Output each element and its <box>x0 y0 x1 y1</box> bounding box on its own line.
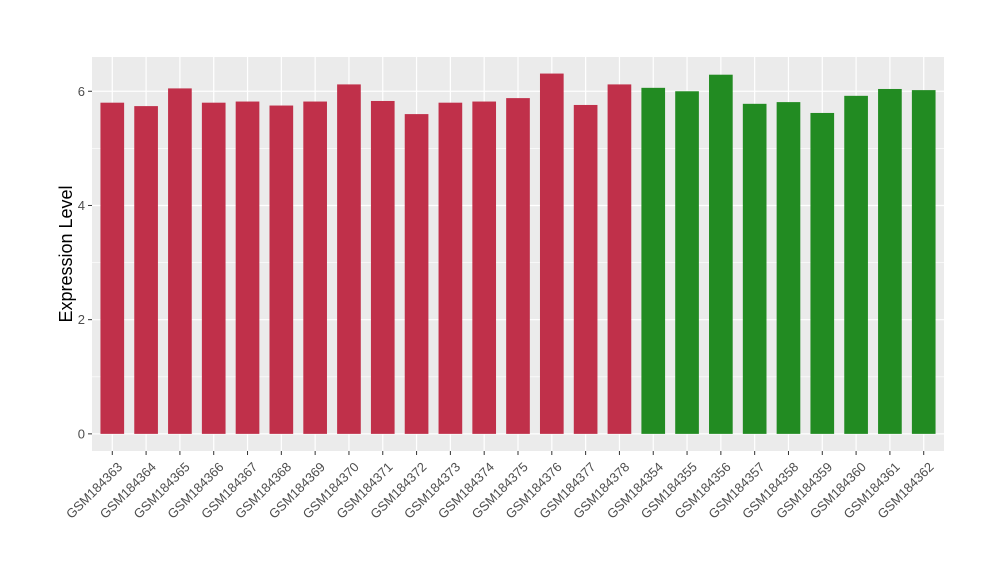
bar-GSM184354 <box>641 87 666 434</box>
bar-GSM184373 <box>438 102 463 434</box>
bar-GSM184360 <box>844 95 868 434</box>
y-tick-label: 6 <box>78 84 85 99</box>
bar-GSM184363 <box>100 102 125 434</box>
bar-GSM184362 <box>911 90 936 434</box>
bar-GSM184369 <box>303 101 327 434</box>
y-axis-title: Expression Level <box>56 185 76 322</box>
bar-GSM184364 <box>134 106 158 434</box>
bar-GSM184356 <box>709 74 733 434</box>
bar-GSM184368 <box>269 105 294 434</box>
y-tick-label: 0 <box>78 426 85 441</box>
bar-GSM184366 <box>201 102 226 434</box>
bar-GSM184370 <box>337 84 361 434</box>
bar-GSM184357 <box>742 103 767 434</box>
x-axis: GSM184363GSM184364GSM184365GSM184366GSM1… <box>63 451 937 522</box>
bar-GSM184359 <box>810 112 835 434</box>
bar-GSM184361 <box>878 88 902 434</box>
bar-GSM184378 <box>607 84 632 434</box>
y-tick-label: 4 <box>78 198 85 213</box>
bar-GSM184365 <box>168 88 192 434</box>
bar-GSM184374 <box>472 101 497 434</box>
bar-GSM184355 <box>675 91 699 434</box>
bar-GSM184372 <box>404 114 429 434</box>
bars <box>100 73 936 434</box>
bar-GSM184371 <box>370 100 395 434</box>
y-tick-label: 2 <box>78 312 85 327</box>
bar-GSM184367 <box>235 101 260 434</box>
bar-GSM184377 <box>573 104 598 434</box>
bar-GSM184376 <box>539 73 564 434</box>
y-axis: 0 2 4 6 <box>78 84 92 441</box>
bar-GSM184358 <box>776 102 801 434</box>
bar-GSM184375 <box>506 98 530 434</box>
